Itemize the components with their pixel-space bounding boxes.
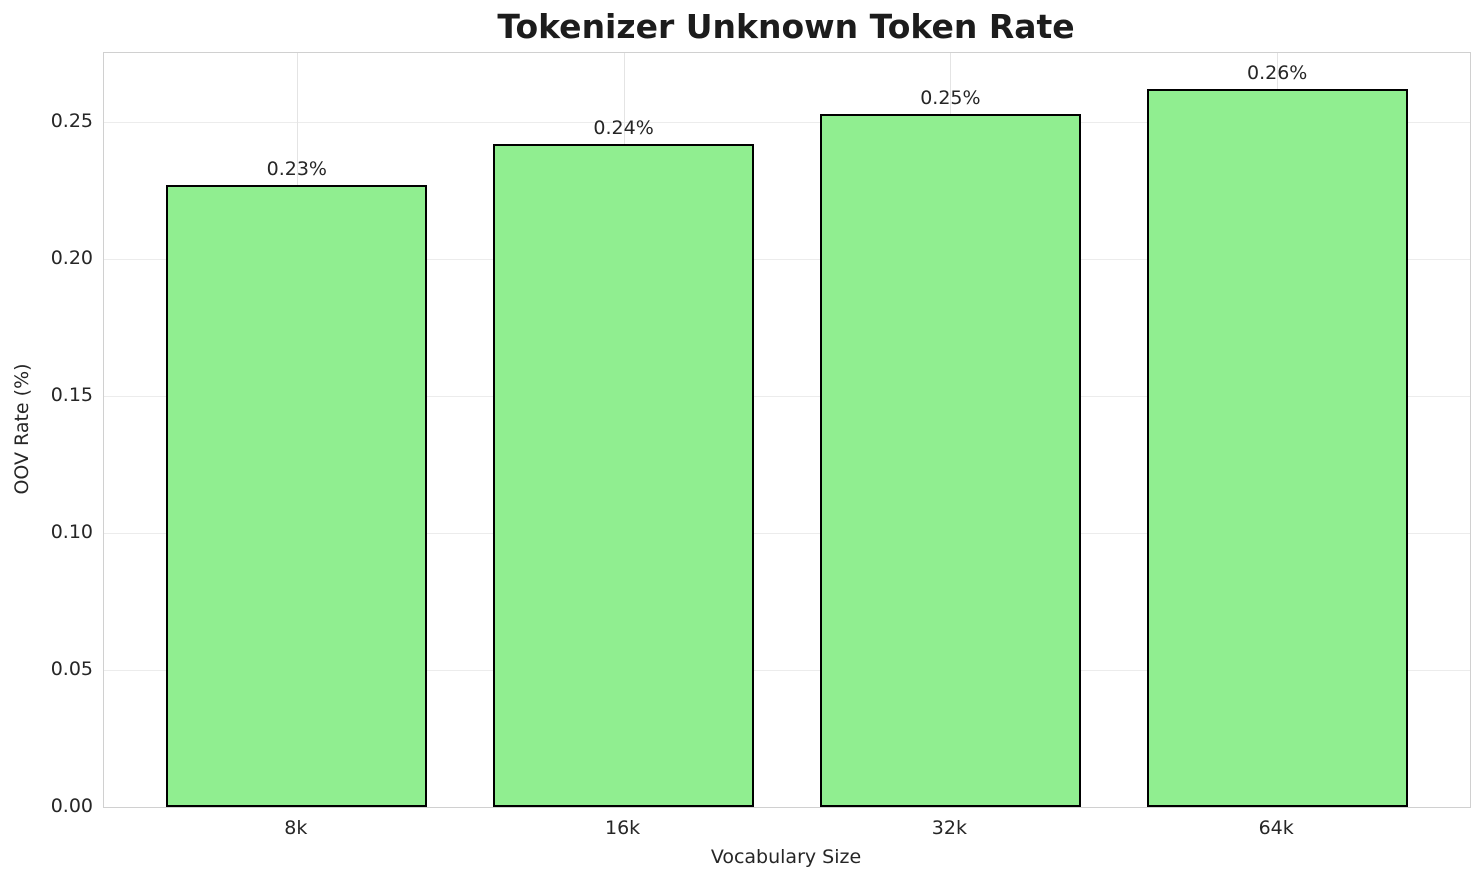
y-tick-label: 0.05 [50, 658, 93, 680]
bar-8k [166, 185, 428, 807]
bar-64k [1146, 89, 1408, 807]
h-gridline [104, 670, 1470, 671]
y-tick-label: 0.00 [50, 795, 93, 817]
bar-value-label: 0.24% [593, 117, 654, 139]
h-gridline [104, 396, 1470, 397]
bar-value-label: 0.23% [266, 158, 327, 181]
y-tick-label: 0.10 [50, 521, 93, 543]
bar-16k [492, 144, 755, 807]
y-tick-label: 0.25 [50, 110, 93, 132]
bar-value-label: 0.26% [1247, 62, 1308, 85]
x-axis-label: Vocabulary Size [710, 846, 862, 868]
x-tick-label: 16k [605, 817, 641, 839]
y-tick-label: 0.20 [50, 247, 93, 269]
y-tick-label: 0.15 [50, 384, 93, 406]
h-gridline [104, 259, 1470, 260]
chart-title: Tokenizer Unknown Token Rate [497, 7, 1075, 46]
x-tick-label: 32k [931, 817, 967, 839]
x-tick-label: 8k [284, 817, 308, 839]
x-tick-label: 64k [1258, 817, 1294, 839]
bar-value-label: 0.25% [920, 86, 981, 109]
h-gridline [104, 533, 1470, 534]
h-gridline [104, 122, 1470, 123]
plot-area: 0.23% 0.24% 0.25% 0.26% [103, 52, 1471, 808]
bar-32k [819, 113, 1082, 807]
